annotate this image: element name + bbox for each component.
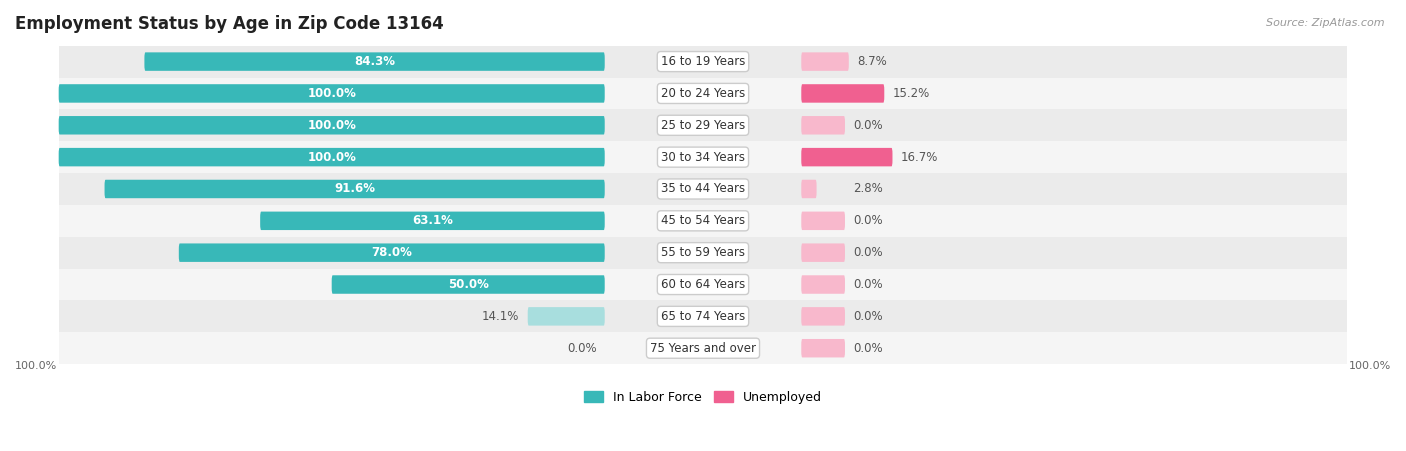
FancyBboxPatch shape (801, 339, 845, 358)
FancyBboxPatch shape (801, 275, 845, 294)
Text: 8.7%: 8.7% (858, 55, 887, 68)
FancyBboxPatch shape (145, 52, 605, 71)
Text: 50.0%: 50.0% (447, 278, 489, 291)
Bar (59, 269, 1347, 300)
FancyBboxPatch shape (801, 116, 845, 134)
FancyBboxPatch shape (801, 52, 849, 71)
FancyBboxPatch shape (801, 244, 845, 262)
Text: 45 to 54 Years: 45 to 54 Years (661, 214, 745, 227)
Text: 0.0%: 0.0% (853, 246, 883, 259)
FancyBboxPatch shape (801, 212, 845, 230)
FancyBboxPatch shape (801, 148, 893, 166)
Text: 30 to 34 Years: 30 to 34 Years (661, 151, 745, 164)
Text: 100.0%: 100.0% (308, 87, 356, 100)
Text: 16.7%: 16.7% (901, 151, 938, 164)
Bar (59, 332, 1347, 364)
FancyBboxPatch shape (332, 275, 605, 294)
FancyBboxPatch shape (59, 84, 605, 103)
Text: 25 to 29 Years: 25 to 29 Years (661, 119, 745, 132)
Text: 0.0%: 0.0% (853, 310, 883, 323)
Text: 60 to 64 Years: 60 to 64 Years (661, 278, 745, 291)
Text: 16 to 19 Years: 16 to 19 Years (661, 55, 745, 68)
Bar (59, 141, 1347, 173)
Text: 63.1%: 63.1% (412, 214, 453, 227)
Text: 100.0%: 100.0% (308, 119, 356, 132)
Text: 100.0%: 100.0% (15, 360, 58, 371)
Text: 35 to 44 Years: 35 to 44 Years (661, 183, 745, 195)
Text: 0.0%: 0.0% (853, 119, 883, 132)
Text: 0.0%: 0.0% (853, 342, 883, 355)
Bar (59, 109, 1347, 141)
FancyBboxPatch shape (260, 212, 605, 230)
Text: 84.3%: 84.3% (354, 55, 395, 68)
FancyBboxPatch shape (801, 180, 817, 198)
Text: 100.0%: 100.0% (308, 151, 356, 164)
Text: Source: ZipAtlas.com: Source: ZipAtlas.com (1267, 18, 1385, 28)
Text: Employment Status by Age in Zip Code 13164: Employment Status by Age in Zip Code 131… (15, 15, 444, 33)
FancyBboxPatch shape (801, 307, 845, 326)
Bar (59, 46, 1347, 78)
Text: 20 to 24 Years: 20 to 24 Years (661, 87, 745, 100)
FancyBboxPatch shape (59, 148, 605, 166)
Bar (59, 78, 1347, 109)
Legend: In Labor Force, Unemployed: In Labor Force, Unemployed (579, 386, 827, 409)
Text: 0.0%: 0.0% (567, 342, 596, 355)
Text: 15.2%: 15.2% (893, 87, 929, 100)
FancyBboxPatch shape (801, 84, 884, 103)
Bar (59, 205, 1347, 237)
FancyBboxPatch shape (179, 244, 605, 262)
Bar (59, 300, 1347, 332)
Text: 0.0%: 0.0% (853, 214, 883, 227)
Text: 78.0%: 78.0% (371, 246, 412, 259)
Text: 55 to 59 Years: 55 to 59 Years (661, 246, 745, 259)
FancyBboxPatch shape (104, 180, 605, 198)
Bar (59, 173, 1347, 205)
Text: 91.6%: 91.6% (335, 183, 375, 195)
Bar (59, 237, 1347, 269)
Text: 75 Years and over: 75 Years and over (650, 342, 756, 355)
Text: 14.1%: 14.1% (482, 310, 520, 323)
Text: 65 to 74 Years: 65 to 74 Years (661, 310, 745, 323)
FancyBboxPatch shape (59, 116, 605, 134)
Text: 2.8%: 2.8% (853, 183, 883, 195)
Text: 100.0%: 100.0% (1348, 360, 1391, 371)
FancyBboxPatch shape (527, 307, 605, 326)
Text: 0.0%: 0.0% (853, 278, 883, 291)
